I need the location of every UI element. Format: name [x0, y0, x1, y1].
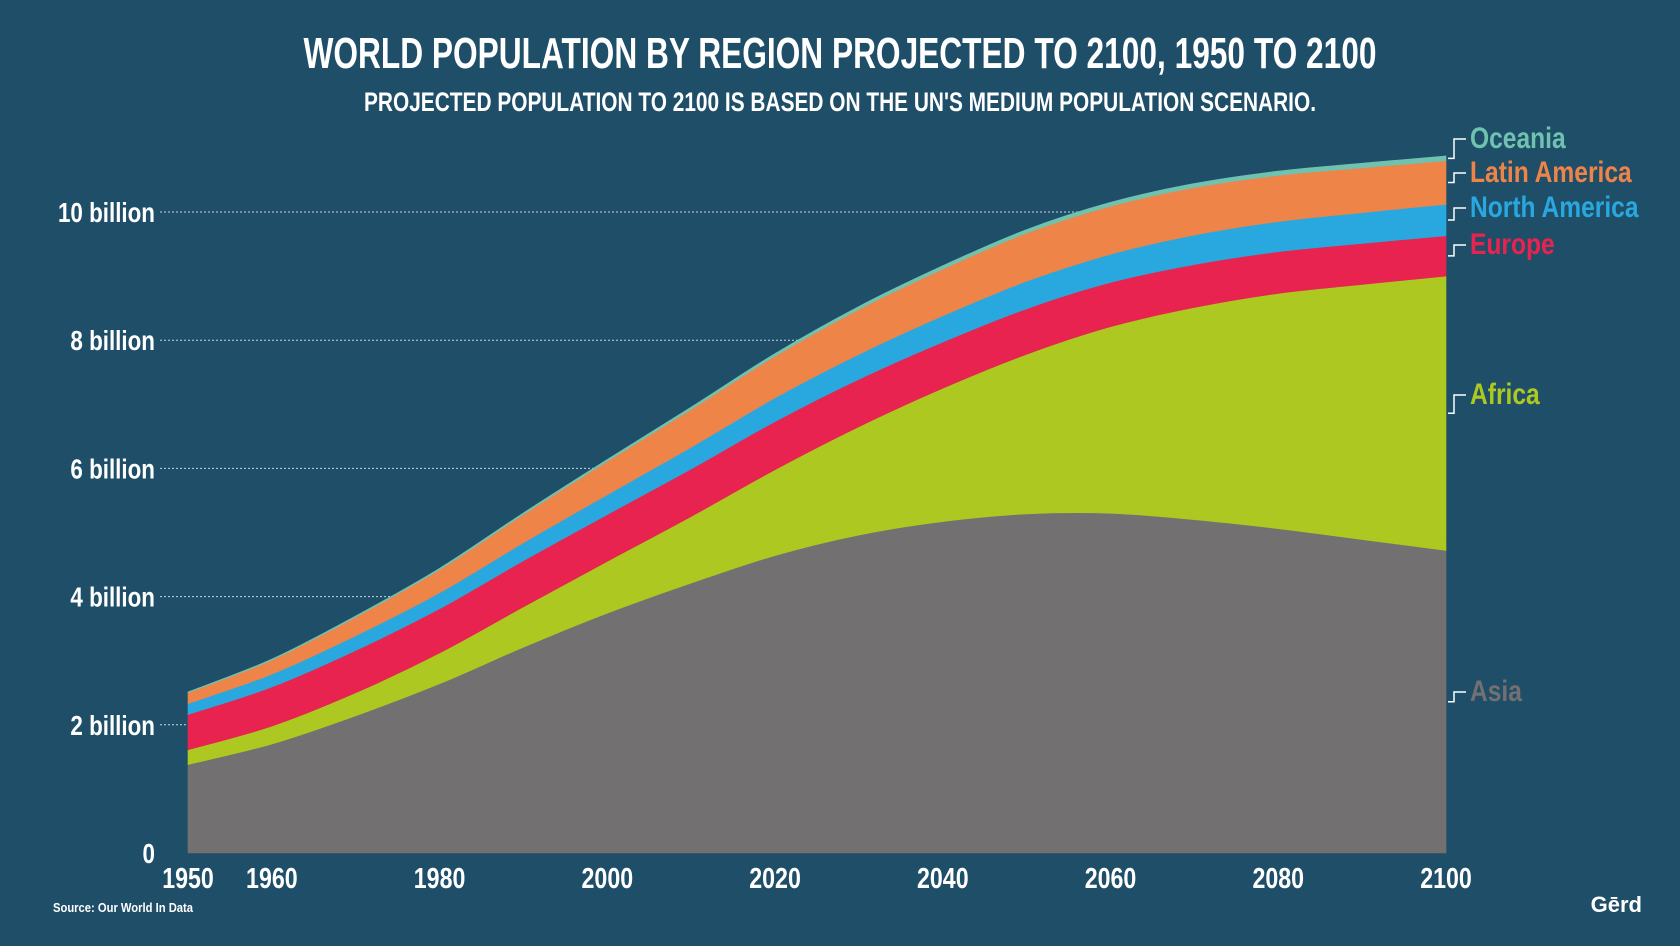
y-tick-label: 10 billion — [58, 198, 155, 229]
x-tick-label: 1950 — [162, 861, 214, 894]
legend-label-north-america: North America — [1470, 190, 1639, 224]
x-tick-label: 1960 — [246, 861, 298, 894]
x-tick-label: 2060 — [1085, 861, 1137, 894]
source-note: Source: Our World In Data — [53, 900, 194, 915]
x-tick-label: 2020 — [749, 861, 801, 894]
legend-leader-line — [1448, 138, 1466, 160]
y-tick-label: 6 billion — [70, 454, 155, 485]
x-tick-label: 2000 — [582, 861, 634, 894]
legend-leader-line — [1448, 394, 1466, 415]
y-tick-label: 2 billion — [70, 711, 155, 742]
legend-label-oceania: Oceania — [1470, 121, 1566, 155]
legend-label-africa: Africa — [1470, 377, 1540, 411]
brand-logo: Gērd — [1591, 892, 1642, 917]
legend-leader-line — [1448, 172, 1466, 184]
y-tick-label: 8 billion — [70, 326, 155, 357]
legend-label-asia: Asia — [1470, 674, 1523, 708]
x-tick-label: 2080 — [1252, 861, 1304, 894]
x-tick-label: 2040 — [917, 861, 969, 894]
legend-label-europe: Europe — [1470, 227, 1555, 261]
legend-leader-line — [1448, 244, 1466, 257]
chart-subtitle: PROJECTED POPULATION TO 2100 IS BASED ON… — [364, 87, 1316, 117]
legend-label-latin-america: Latin America — [1470, 155, 1632, 189]
legend-leader-line — [1448, 691, 1466, 703]
legend-leader-line — [1448, 207, 1466, 221]
chart-title: WORLD POPULATION BY REGION PROJECTED TO … — [304, 29, 1377, 78]
area-oceania — [187, 155, 1447, 694]
y-tick-label: 0 — [143, 839, 155, 870]
x-tick-label: 1980 — [414, 861, 466, 894]
y-tick-label: 4 billion — [70, 582, 155, 613]
x-tick-label: 2100 — [1420, 861, 1472, 894]
